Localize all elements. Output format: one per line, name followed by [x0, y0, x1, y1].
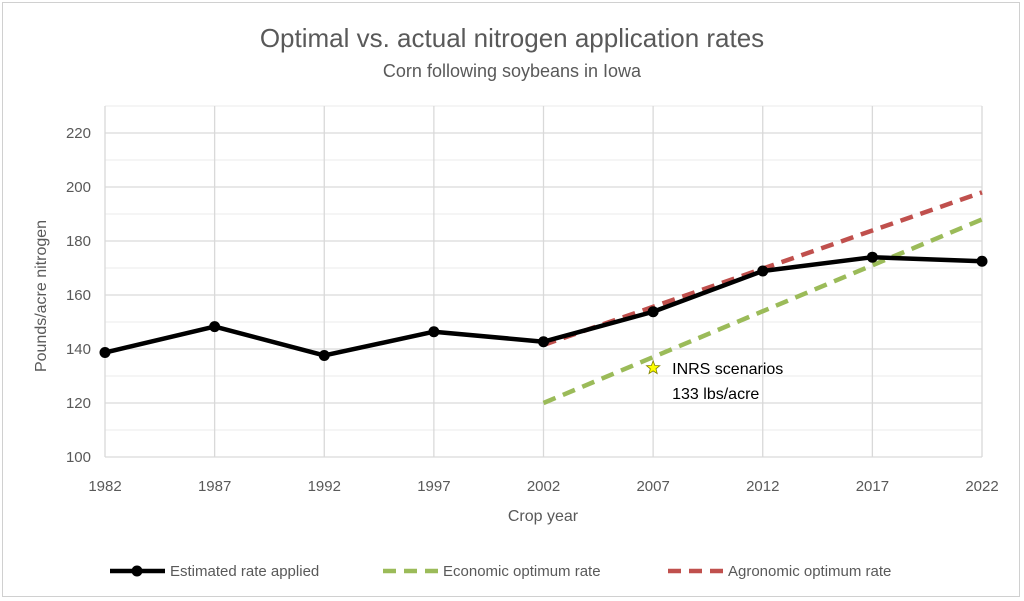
legend-label: Estimated rate applied: [170, 563, 319, 580]
x-axis-ticks: 1982 1987 1992 1997 2002 2007 2012 2017 2022: [88, 478, 998, 495]
y-tick-label: 200: [66, 179, 91, 196]
y-tick-label: 180: [66, 233, 91, 250]
y-tick-label: 120: [66, 395, 91, 412]
series-group: [99, 190, 988, 406]
star-icon: [645, 359, 661, 375]
chart-title: Optimal vs. actual nitrogen application …: [260, 23, 764, 53]
data-point: [318, 349, 330, 361]
annotation-text: 133 lbs/acre: [672, 386, 759, 403]
x-tick-label: 1992: [308, 478, 341, 495]
data-point: [538, 336, 549, 348]
series-line-economic-optimum-rate: [542, 217, 983, 406]
y-tick-label: 100: [66, 449, 91, 466]
x-tick-label: 1987: [198, 478, 231, 495]
legend-label: Agronomic optimum rate: [728, 563, 891, 580]
y-tick-label: 140: [66, 341, 91, 358]
data-point: [428, 326, 440, 338]
data-point: [647, 306, 659, 318]
annotations: INRS scenarios 133 lbs/acre: [645, 359, 783, 403]
gridlines: [104, 105, 983, 458]
x-tick-label: 2022: [965, 478, 998, 495]
y-axis-label: Pounds/acre nitrogen: [33, 220, 50, 372]
data-point: [976, 255, 988, 267]
y-tick-label: 220: [66, 125, 91, 142]
annotation-text: INRS scenarios: [672, 361, 783, 378]
x-tick-label: 2017: [856, 478, 889, 495]
y-axis-ticks: 100 120 140 160 180 200 220: [66, 125, 91, 466]
chart-subtitle: Corn following soybeans in Iowa: [383, 61, 642, 81]
data-point: [209, 321, 221, 333]
data-point: [757, 265, 769, 277]
x-tick-label: 2002: [527, 478, 560, 495]
x-axis-label: Crop year: [508, 508, 579, 525]
x-tick-label: 1997: [417, 478, 450, 495]
data-point: [99, 347, 111, 359]
x-tick-label: 2007: [636, 478, 669, 495]
y-tick-label: 160: [66, 287, 91, 304]
legend-marker: [131, 565, 143, 577]
data-point: [866, 251, 878, 263]
x-tick-label: 2012: [746, 478, 779, 495]
x-tick-label: 1982: [88, 478, 121, 495]
legend-label: Economic optimum rate: [443, 563, 601, 580]
legend: Estimated rate applied Economic optimum r…: [110, 563, 891, 580]
